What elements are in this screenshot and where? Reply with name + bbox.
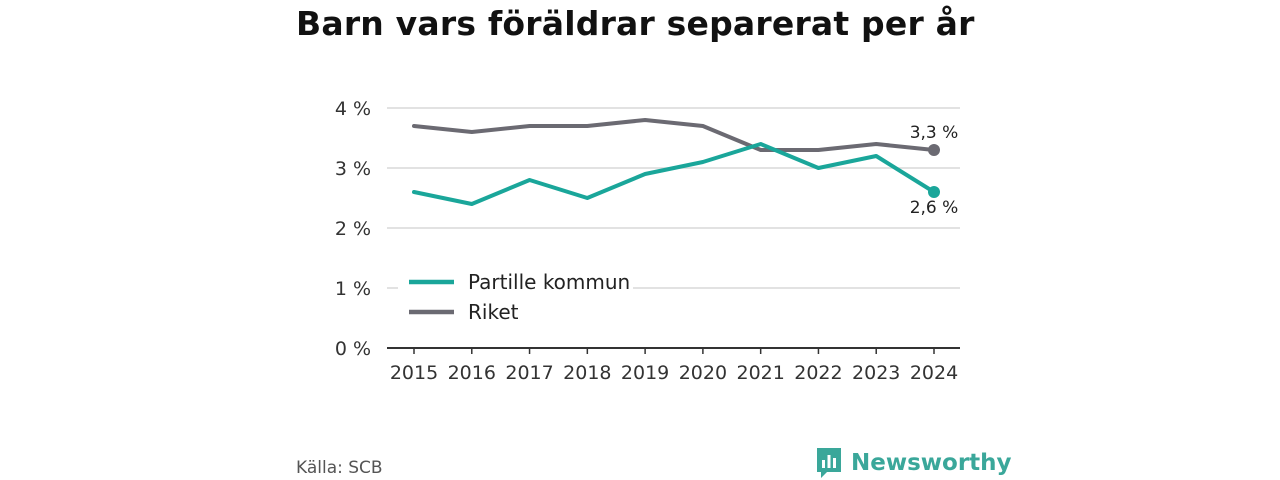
x-tick-label: 2019 [621,362,669,384]
series-lines [412,118,936,206]
y-tick-label: 1 % [335,278,371,300]
end-labels: 2,6 % 3,3 % [910,123,959,218]
x-tick-label: 2023 [852,362,900,384]
end-value-label: 3,3 % [910,123,959,143]
x-axis: 2015 2016 2017 2018 2019 2020 2021 2022 2023 2024 [387,347,960,384]
legend-background [398,266,633,332]
end-value-label: 2,6 % [910,198,959,218]
legend: Partille kommun Riket [398,266,633,332]
x-tick-label: 2021 [736,362,784,384]
source-note: Källa: SCB [296,458,383,478]
series-line [412,118,936,152]
x-tick-label: 2017 [505,362,553,384]
y-tick-label: 0 % [335,338,371,360]
chart-title: Barn vars föräldrar separerat per år [296,4,975,43]
end-marker [928,186,940,198]
legend-label: Partille kommun [468,270,630,294]
x-tick-label: 2024 [910,362,958,384]
gridlines [387,107,960,289]
x-tick-label: 2018 [563,362,611,384]
x-tick-label: 2022 [794,362,842,384]
legend-label: Riket [468,300,519,324]
y-tick-label: 4 % [335,98,371,120]
brand-name: Newsworthy [851,450,1012,476]
brand-logo: Newsworthy [815,446,1012,480]
end-marker [928,144,940,156]
series-line [412,142,936,206]
y-tick-label: 3 % [335,158,371,180]
newsworthy-icon [817,448,841,478]
x-tick-label: 2016 [448,362,496,384]
y-tick-label: 2 % [335,218,371,240]
x-tick-label: 2015 [390,362,438,384]
x-tick-label: 2020 [679,362,727,384]
y-axis-ticks: 0 % 1 % 2 % 3 % 4 % [335,98,371,360]
